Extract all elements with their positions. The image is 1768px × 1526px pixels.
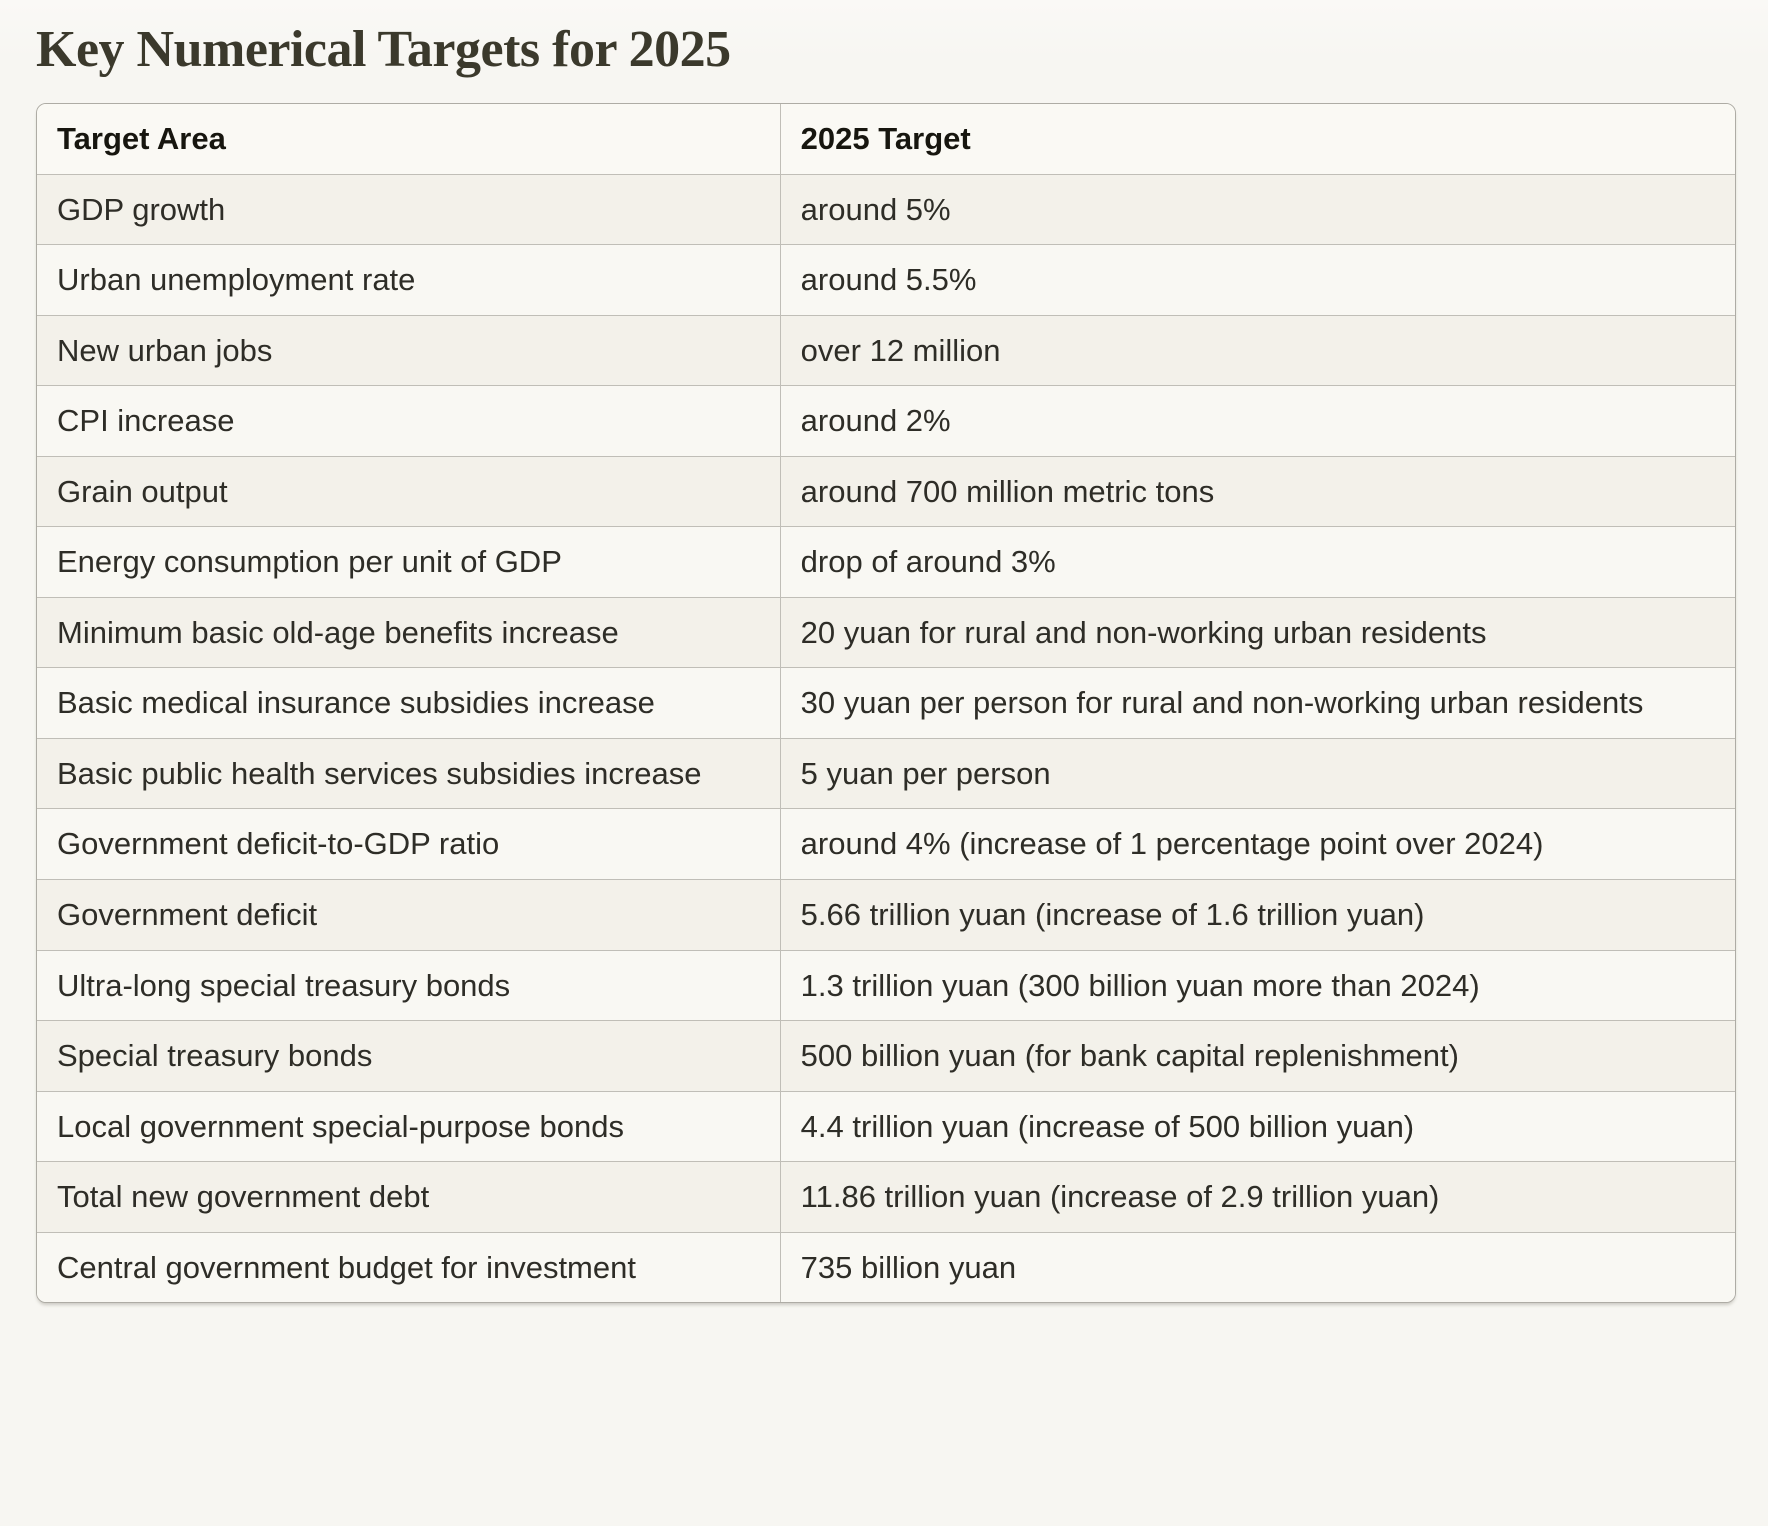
target-value-cell: 735 billion yuan (800, 1249, 1017, 1285)
table-row: Special treasury bonds 500 billion yuan (… (37, 1020, 1735, 1092)
table-row: Local government special-purpose bonds 4.… (37, 1091, 1735, 1163)
table-row: Minimum basic old-age benefits increase 2… (37, 597, 1735, 669)
target-area-cell: Government deficit (37, 879, 781, 951)
target-area-cell: Central government budget for investment (37, 1232, 781, 1303)
target-value-cell: around 700 million metric tons (780, 456, 1735, 528)
target-area-cell: CPI increase (37, 385, 781, 457)
target-area-cell: Urban unemployment rate (37, 244, 781, 316)
table-row: Energy consumption per unit of GDP drop o… (37, 526, 1735, 598)
target-area-cell: Total new government debt (37, 1161, 781, 1233)
table-header: Target Area 2025 Target (37, 104, 1735, 175)
target-value-cell: 5 yuan per person (780, 738, 1735, 810)
target-value-cell: 30 yuan per person for rural and non-wor… (780, 667, 1735, 739)
table-row: Central government budget for investment… (37, 1232, 1735, 1303)
table-row: Basic medical insurance subsidies increa… (37, 667, 1735, 739)
target-area-cell: Minimum basic old-age benefits increase (37, 597, 781, 669)
table-body: GDP growth around 5% Urban unemployment ra… (37, 174, 1735, 1303)
target-area-cell: Energy consumption per unit of GDP (37, 526, 781, 598)
targets-table-card: Target Area 2025 Target GDP growth around… (36, 103, 1736, 1304)
target-value-cell: around 5.5% (780, 244, 1735, 316)
target-value-cell: over 12 million (780, 315, 1735, 387)
target-value-cell: 20 yuan for rural and non-working urban … (780, 597, 1735, 669)
target-area-cell: Local government special-purpose bonds (37, 1091, 781, 1163)
target-value-cell: 500 billion yuan (for bank capital reple… (780, 1020, 1735, 1092)
table-row: Government deficit 5.66 trillion yuan (in… (37, 879, 1735, 951)
target-value-cell: around 5% (780, 174, 1735, 246)
table-row: Ultra-long special treasury bonds 1.3 tri… (37, 950, 1735, 1022)
header-row: Target Area 2025 Target (37, 104, 1735, 175)
column-header-target-area: Target Area (37, 104, 781, 175)
target-area-cell: Basic medical insurance subsidies increa… (37, 667, 781, 739)
page-title: Key Numerical Targets for 2025 (36, 21, 731, 78)
target-value-cell: drop of around 3% (780, 526, 1735, 598)
column-header-2025-target: 2025 Target (780, 104, 1735, 175)
target-value-cell: around 4% (increase of 1 percentage poin… (780, 808, 1735, 881)
target-area-cell: Ultra-long special treasury bonds (37, 950, 781, 1022)
target-area-cell: Special treasury bonds (37, 1020, 781, 1092)
table-row: New urban jobs over 12 million (37, 315, 1735, 387)
table-row: Government deficit-to-GDP ratio around 4%… (37, 808, 1735, 881)
targets-table: Target Area 2025 Target GDP growth around… (37, 104, 1735, 1303)
target-value-cell: 5.66 trillion yuan (increase of 1.6 tril… (780, 879, 1735, 951)
table-row: GDP growth around 5% (37, 174, 1735, 246)
table-row: Total new government debt 11.86 trillion … (37, 1161, 1735, 1233)
target-area-cell: GDP growth (37, 174, 781, 246)
target-area-cell: Grain output (37, 456, 781, 528)
target-area-cell: Basic public health services subsidies i… (37, 738, 781, 810)
table-row: Grain output around 700 million metric to… (37, 456, 1735, 528)
target-area-cell: New urban jobs (37, 315, 781, 387)
target-value-cell: 4.4 trillion yuan (increase of 500 billi… (780, 1091, 1735, 1163)
target-value-cell: 1.3 trillion yuan (300 billion yuan more… (780, 950, 1735, 1022)
table-row: Basic public health services subsidies i… (37, 738, 1735, 810)
table-row: CPI increase around 2% (37, 385, 1735, 457)
table-row: Urban unemployment rate around 5.5% (37, 244, 1735, 316)
target-value-cell: 11.86 trillion yuan (increase of 2.9 tri… (780, 1161, 1735, 1233)
target-value-cell: around 2% (780, 385, 1735, 457)
target-area-cell: Government deficit-to-GDP ratio (37, 808, 781, 881)
